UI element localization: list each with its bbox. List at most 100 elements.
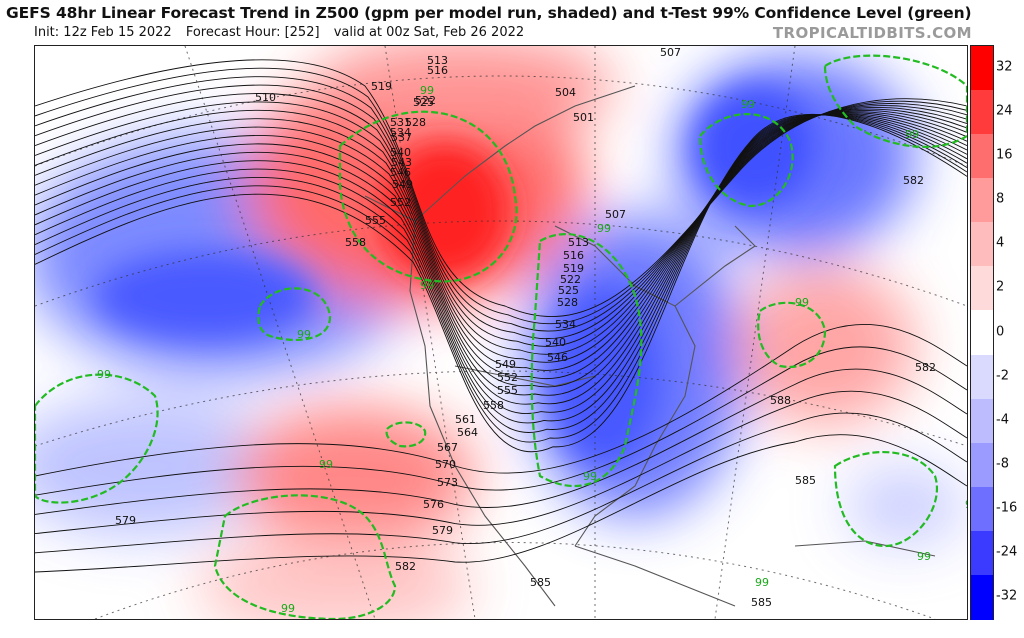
confidence-labels: 99 99 99 99 99 99 99 99 99 99 99 99 99 99 (97, 84, 967, 615)
contour-value-label: 513 (427, 54, 448, 67)
height-contour-line (35, 67, 967, 325)
height-contour-line (35, 84, 967, 339)
contour-value-label: 558 (483, 399, 504, 412)
colorbar-tick-label: -24 (996, 544, 1018, 560)
contour-value-label: 582 (915, 361, 936, 374)
height-contour-line (35, 93, 967, 347)
forecast-hour: Forecast Hour: [252] (185, 25, 320, 40)
contour-value-label: 570 (435, 458, 456, 471)
confidence-region-southwest (213, 494, 397, 619)
colorbar-tick-label: 16 (996, 147, 1013, 163)
contour-value-label: 525 (413, 96, 434, 109)
contour-value-label: 528 (557, 296, 578, 309)
contour-value-label: 528 (405, 116, 426, 129)
contour-value-label: 540 (390, 146, 411, 159)
height-contour-line (35, 434, 967, 573)
colorbar-tick-label: 24 (996, 103, 1013, 119)
confidence-region-pacific (257, 287, 332, 342)
confidence-label: 99 (420, 84, 434, 97)
contour-value-label: 552 (390, 196, 411, 209)
contour-value-label: 555 (497, 384, 518, 397)
run-info: Init: 12z Feb 15 2022 Forecast Hour: [25… (34, 25, 534, 40)
height-contour-line (35, 112, 967, 379)
contour-value-label: 507 (605, 208, 626, 221)
red-anomaly-subtropic (195, 536, 475, 619)
colorbar-segment (971, 90, 993, 136)
contour-value-label: 579 (115, 514, 136, 527)
height-contour-line (35, 59, 967, 317)
brand-watermark: TROPICALTIDBITS.COM (772, 24, 972, 42)
height-contour-line (35, 114, 967, 414)
chart-title: GEFS 48hr Linear Forecast Trend in Z500 … (6, 4, 972, 22)
colorbar-tick-label: -8 (996, 456, 1009, 472)
confidence-region-atlantic (698, 113, 794, 208)
colorbar-segment (971, 46, 993, 92)
colorbar-segment (971, 442, 993, 488)
colorbar-segment (971, 354, 993, 400)
colorbar-segment (971, 178, 993, 224)
contour-value-label: 585 (795, 474, 816, 487)
height-contour-line (35, 114, 967, 443)
height-contour-line (35, 114, 967, 433)
contour-value-label: 546 (390, 166, 411, 179)
confidence-region-alaska (338, 110, 518, 283)
height-contour-line (35, 114, 967, 405)
height-contour-line (35, 368, 967, 515)
contour-value-label: 522 (560, 273, 581, 286)
confidence-label: 99 (420, 279, 434, 292)
confidence-label: 99 (597, 222, 611, 235)
colorbar-tick-label: 8 (996, 191, 1005, 207)
height-contour-line (35, 324, 967, 477)
height-contours (35, 59, 967, 573)
lat-lon-grid (35, 46, 967, 619)
colorbar-tick-label: -4 (996, 412, 1009, 428)
confidence-label: 99 (741, 98, 755, 111)
contour-value-label: 534 (390, 126, 411, 139)
confidence-region-north (823, 54, 967, 148)
confidence-label: 99 (755, 576, 769, 589)
confidence-region-west (35, 373, 159, 504)
contour-value-label: 522 (415, 94, 436, 107)
contour-value-label: 507 (660, 46, 681, 59)
colorbar-segment (971, 530, 993, 576)
height-contour-line (35, 390, 967, 535)
contour-value-label: 501 (573, 111, 594, 124)
contour-value-label: 567 (437, 441, 458, 454)
contour-value-label: 588 (770, 394, 791, 407)
colorbar-segment (971, 222, 993, 268)
colorbar-tick-label: -16 (996, 500, 1018, 516)
contour-value-label: 555 (365, 214, 386, 227)
confidence-label: 99 (319, 458, 333, 471)
colorbar-segment (971, 310, 993, 356)
colorbar-segment (971, 486, 993, 532)
contour-value-label: 558 (345, 236, 366, 249)
confidence-label: 99 (583, 470, 597, 483)
confidence-contours (35, 54, 967, 619)
red-anomaly-atlantic (735, 266, 915, 426)
contour-value-label: 525 (558, 284, 579, 297)
red-anomaly-arctic (315, 46, 615, 136)
height-contour-line (35, 412, 967, 554)
contour-value-label: 549 (495, 358, 516, 371)
contour-value-label: 552 (497, 371, 518, 384)
colorbar-tick-label: 2 (996, 279, 1005, 295)
colorbar-tick-label: -32 (996, 588, 1018, 604)
height-contour-line (35, 111, 967, 371)
colorbar (970, 45, 994, 620)
contour-value-label: 582 (395, 560, 416, 573)
anomaly-shading (35, 46, 965, 619)
confidence-label: 99 (965, 498, 967, 511)
contour-value-label: 510 (255, 91, 276, 104)
colorbar-segment (971, 398, 993, 444)
contour-value-label: 564 (457, 426, 478, 439)
colorbar-tick-label: 0 (996, 324, 1005, 339)
contour-value-label: 546 (547, 351, 568, 364)
colorbar-tick-label: 32 (996, 59, 1013, 75)
colorbar-segment (971, 574, 993, 620)
coastlines (364, 85, 936, 607)
contour-value-label: 579 (432, 524, 453, 537)
colorbar-tick-label: 4 (996, 235, 1005, 251)
contour-value-label: 585 (751, 596, 772, 609)
confidence-region-midatlantic (757, 301, 827, 369)
height-contour-line (35, 113, 967, 396)
